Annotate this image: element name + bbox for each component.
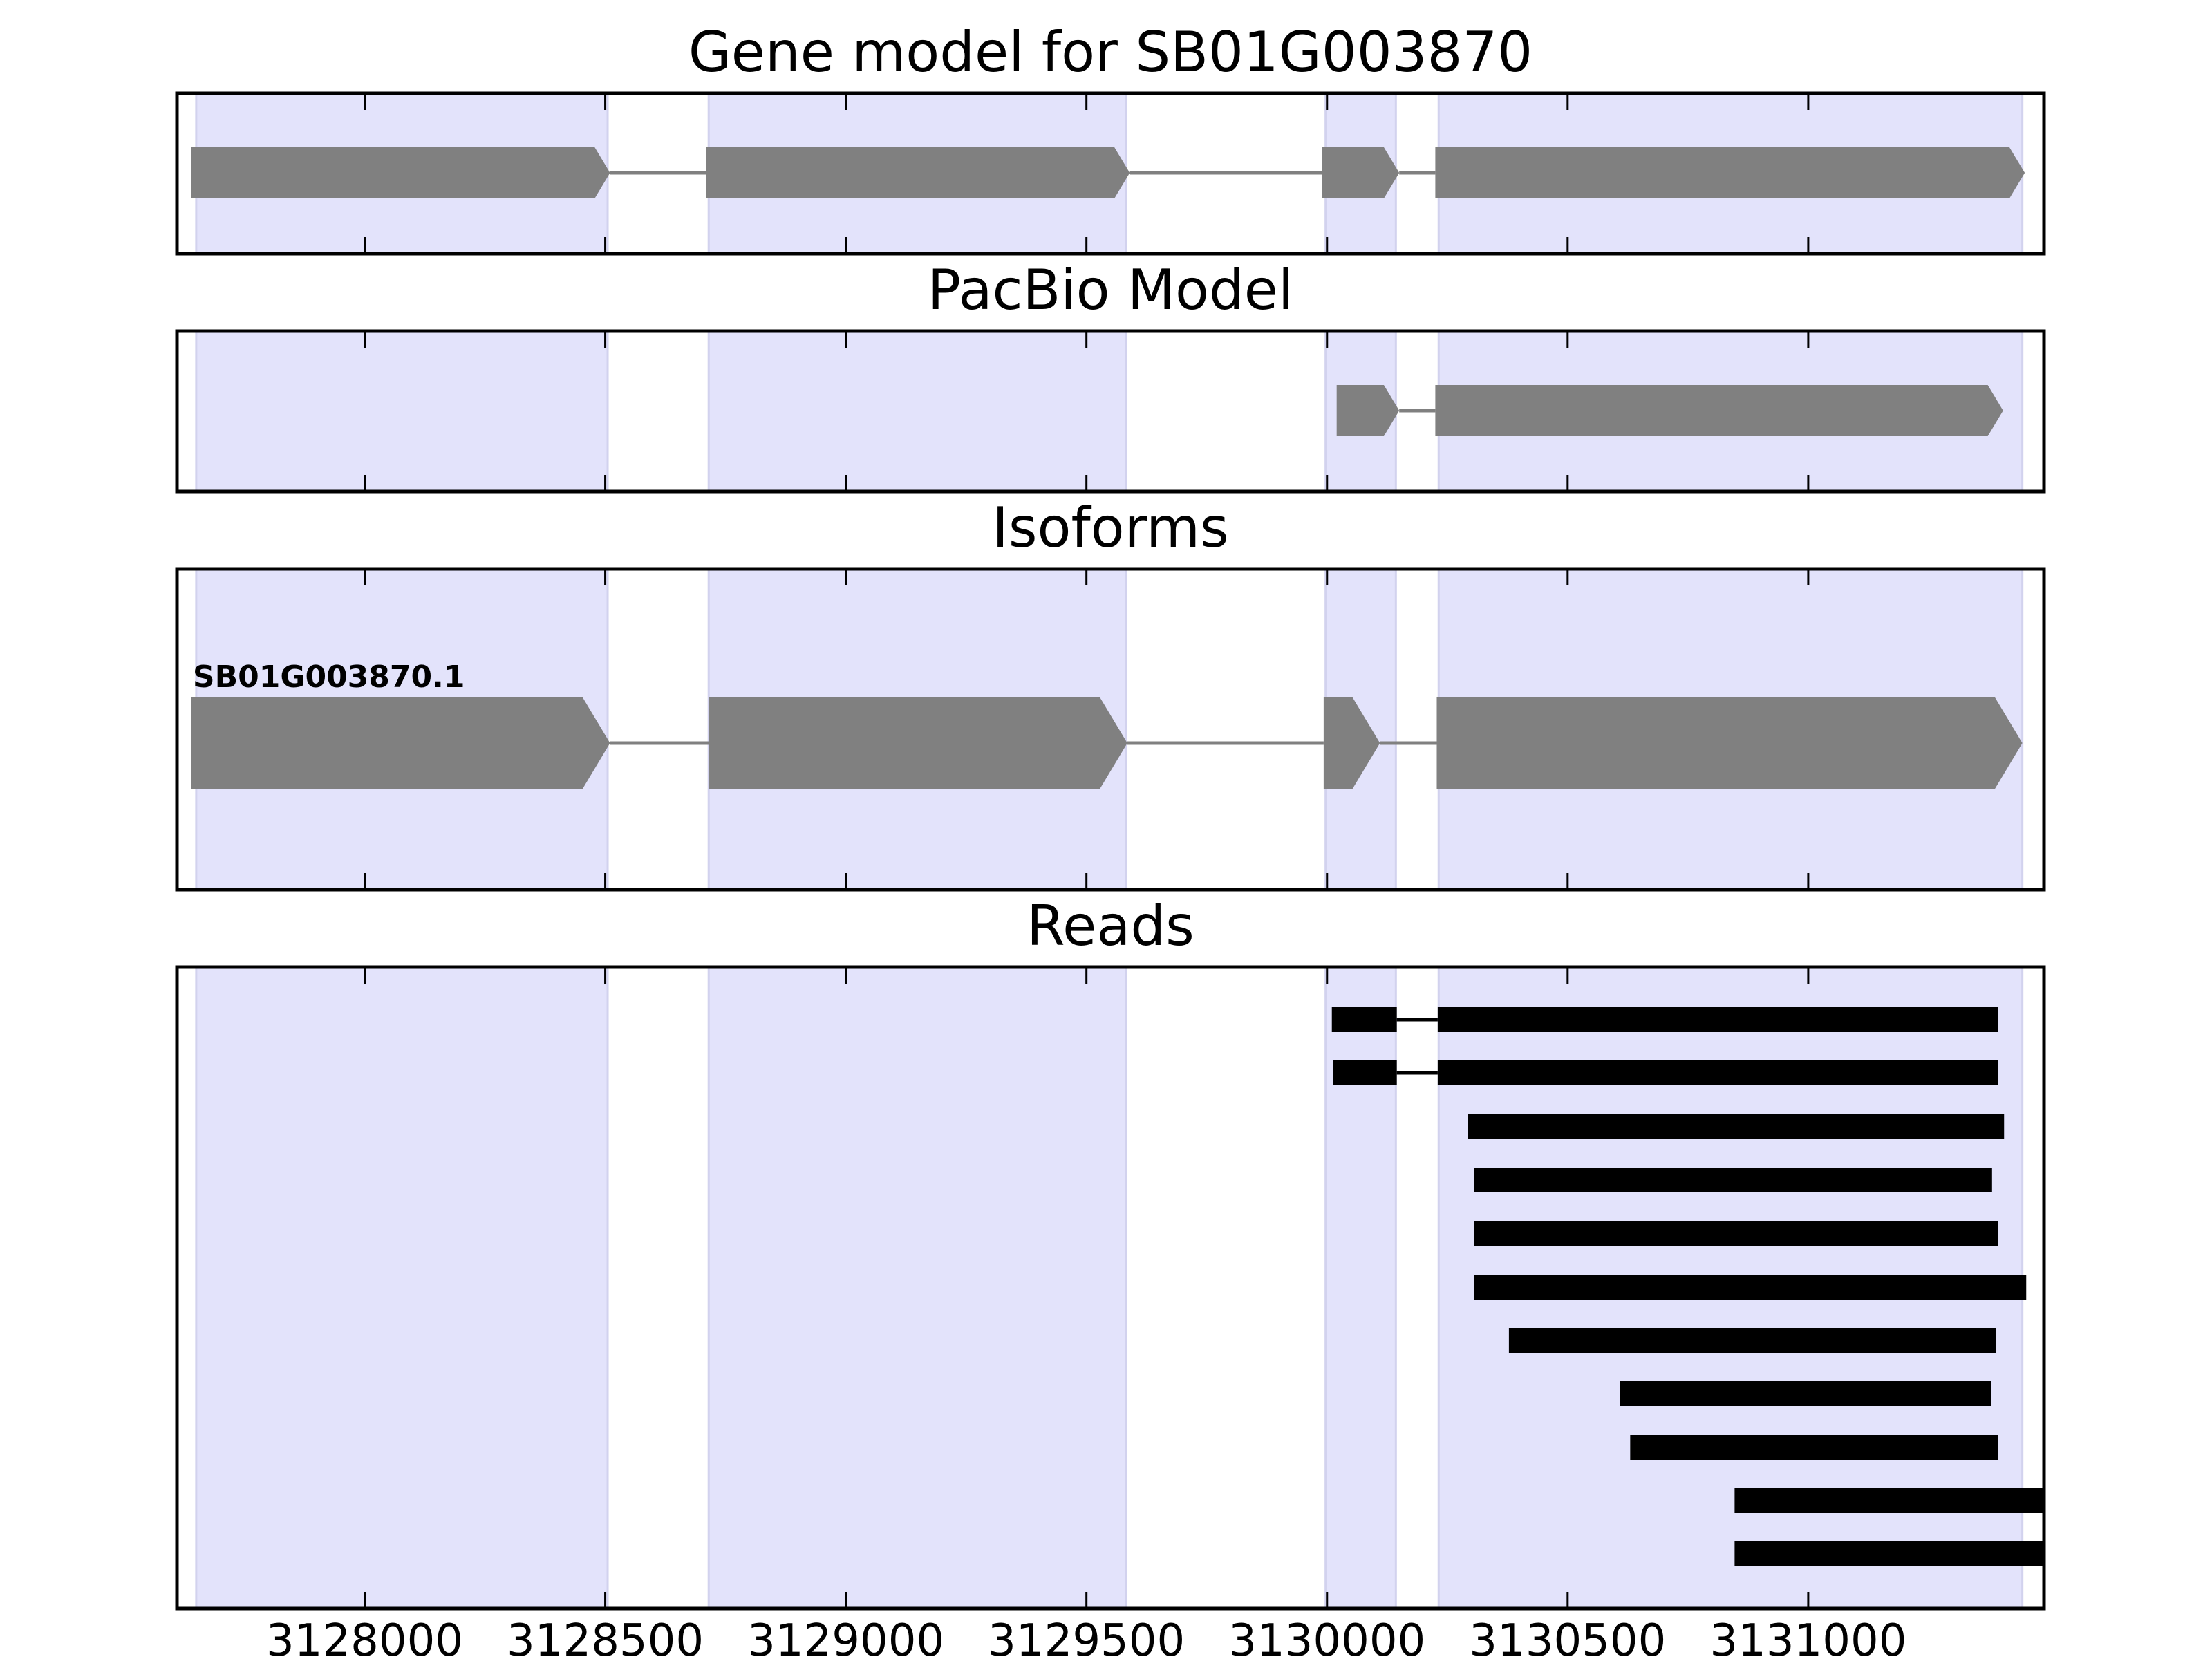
read-segment	[1474, 1221, 1998, 1246]
panel-frame	[175, 567, 2046, 892]
exon-block	[709, 697, 1127, 789]
panel-content	[195, 331, 2024, 491]
x-tick-label: 3129000	[747, 1615, 944, 1659]
x-tick-label: 3128000	[266, 1615, 463, 1659]
panel-frame	[175, 965, 2046, 1611]
panel-title: Reads	[1027, 894, 1194, 958]
panel-4: Reads 3128000 3128500 3129000 3129500 3130000…	[175, 894, 2046, 1659]
x-tick-label: 3130000	[1228, 1615, 1425, 1659]
read-segment	[1474, 1275, 2027, 1300]
read-segment	[1508, 1328, 1996, 1353]
exon-block	[191, 147, 610, 198]
read-segment	[1620, 1381, 1991, 1406]
panel-title: Isoforms	[992, 496, 1228, 560]
x-tick-label: 3129500	[988, 1615, 1185, 1659]
read-segment	[1734, 1488, 2044, 1513]
read-segment	[1474, 1168, 1992, 1192]
panel-1: Gene model for SB01G003870	[175, 20, 2046, 256]
exon-region-band	[195, 331, 609, 491]
exon-block	[706, 147, 1130, 198]
panel-content	[191, 93, 2025, 254]
exon-block	[1435, 385, 2003, 436]
exon-region-band	[707, 967, 1127, 1609]
exon-block	[1323, 697, 1380, 789]
x-tick-label: 3128500	[507, 1615, 704, 1659]
panels-layer: Gene model for SB01G003870 PacBio Model Is…	[175, 20, 2046, 1659]
read-segment	[1331, 1007, 1397, 1032]
panel-3: Isoforms SB01G003870.1	[175, 496, 2046, 892]
exon-block	[1336, 385, 1400, 436]
exon-region-band	[195, 967, 609, 1609]
panel-frame	[175, 91, 2046, 256]
read-segment	[1437, 1060, 1998, 1085]
panel-title: PacBio Model	[928, 258, 1293, 322]
read-segment	[1437, 1007, 1998, 1032]
x-tick-label: 3131000	[1709, 1615, 1906, 1659]
isoform-label: SB01G003870.1	[193, 659, 465, 695]
x-tick-label: 3130500	[1469, 1615, 1666, 1659]
exon-block	[191, 697, 610, 789]
exon-region-band	[707, 331, 1127, 491]
exon-block	[1322, 147, 1400, 198]
read-segment	[1333, 1060, 1397, 1085]
panel-frame	[175, 329, 2046, 494]
panel-2: PacBio Model	[175, 258, 2046, 494]
read-segment	[1734, 1541, 2044, 1566]
read-segment	[1630, 1435, 1998, 1460]
panel-content	[191, 569, 2024, 890]
exon-block	[1436, 697, 2023, 789]
read-segment	[1468, 1114, 2005, 1139]
exon-block	[1435, 147, 2025, 198]
panel-title: Gene model for SB01G003870	[688, 20, 1533, 84]
panel-content	[195, 967, 2044, 1609]
